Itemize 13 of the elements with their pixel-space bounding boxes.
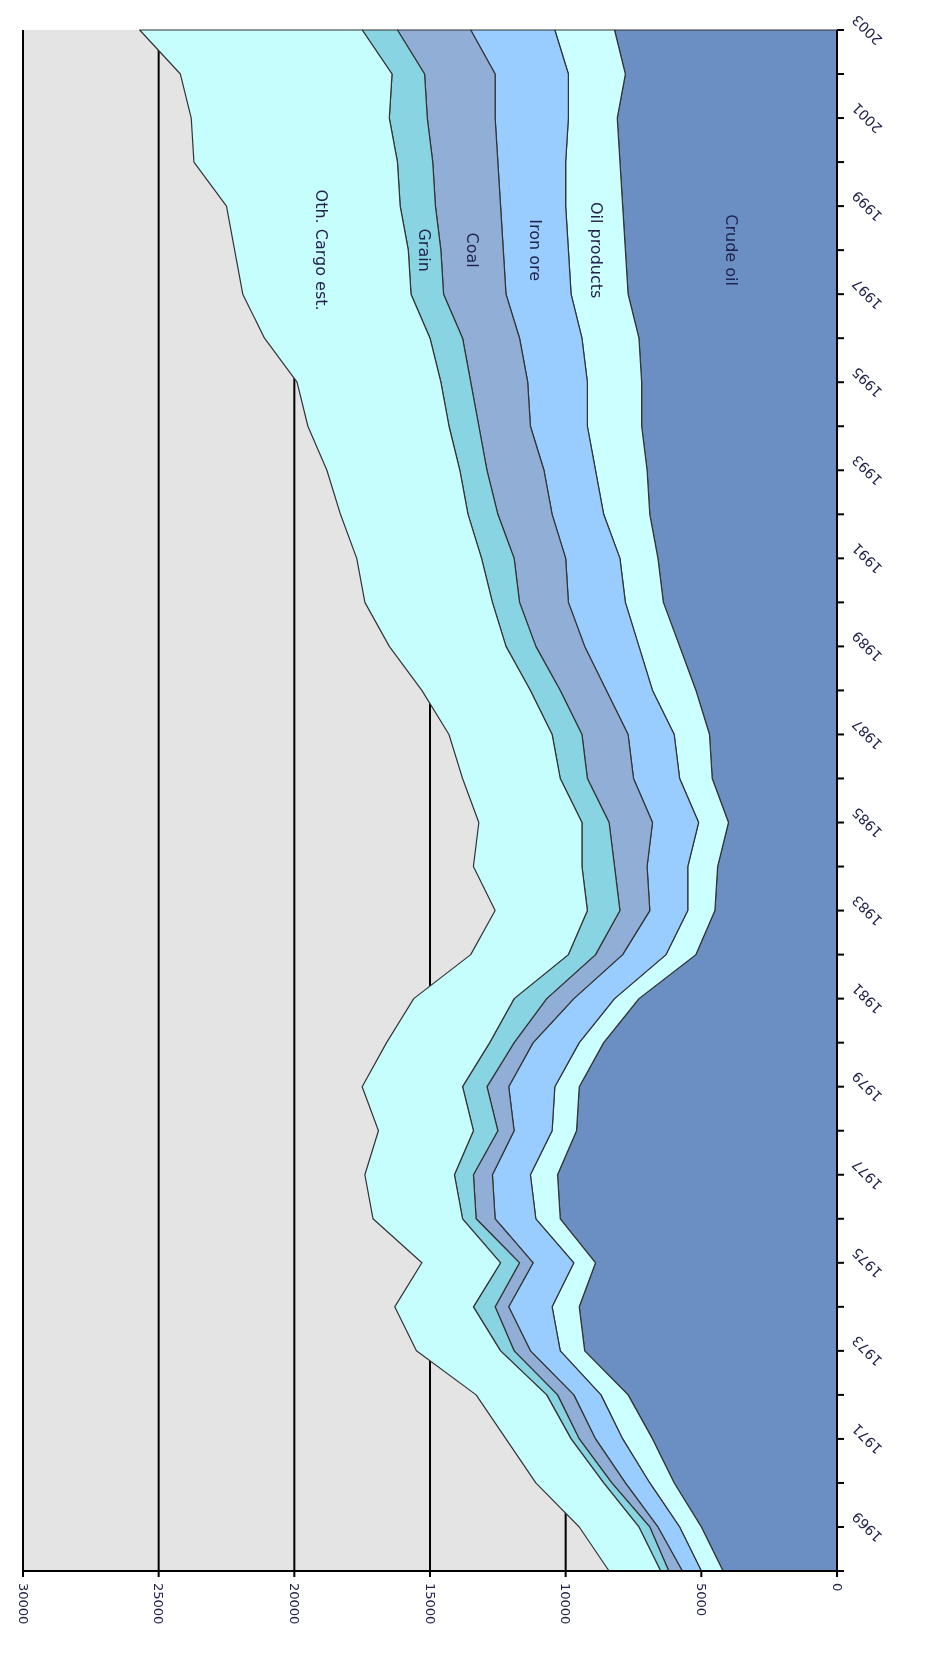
x-tick-label: 20000 <box>286 1583 302 1625</box>
x-tick-label: 5000 <box>693 1583 709 1617</box>
series-label: Coal <box>462 232 482 268</box>
x-tick-label: 30000 <box>15 1583 31 1625</box>
series-label: Grain <box>415 228 435 272</box>
series-label: Iron ore <box>526 219 546 282</box>
x-tick-label: 0 <box>829 1583 845 1592</box>
x-tick-label: 25000 <box>151 1583 167 1625</box>
x-tick-label: 15000 <box>422 1583 438 1625</box>
series-label: Oil products <box>587 201 607 299</box>
x-tick-label: 10000 <box>558 1583 574 1625</box>
series-label: Crude oil <box>721 214 741 286</box>
series-label: Oth. Cargo est. <box>311 189 331 311</box>
